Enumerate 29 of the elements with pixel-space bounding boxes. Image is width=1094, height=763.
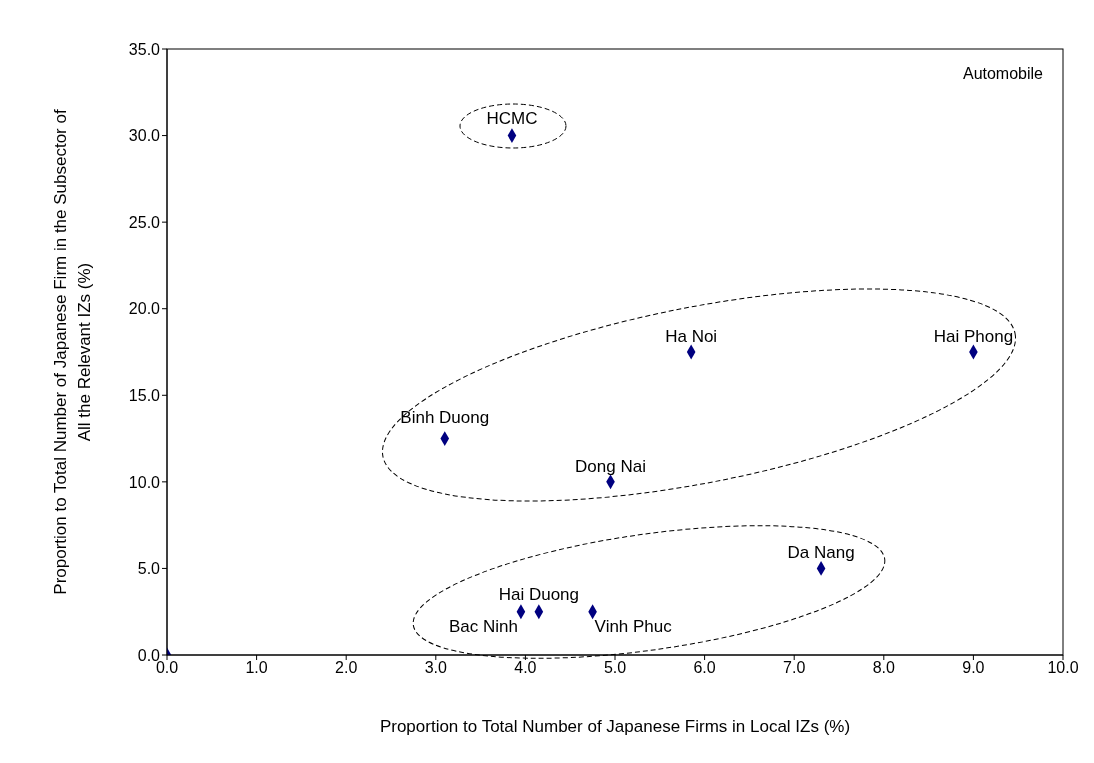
y-tick-label: 15.0: [128, 386, 161, 404]
x-tick-label: 1.0: [245, 659, 268, 677]
annotation: Automobile: [962, 65, 1044, 82]
y-tick-label: 5.0: [137, 560, 161, 578]
x-tick-label: 3.0: [424, 659, 448, 677]
x-tick-label: 4.0: [514, 659, 537, 677]
x-axis-title: Proportion to Total Number of Japanese Firms in Local IZs (%): [379, 717, 851, 736]
annotation: Da Nang: [787, 543, 855, 563]
y-tick-label: 10.0: [128, 473, 161, 491]
x-tick-label: 2.0: [335, 659, 358, 677]
annotation: Hai Phong: [933, 327, 1014, 346]
x-tick-label: 9.0: [962, 659, 985, 677]
y-axis-title: Proportion to Total Number of Japanese Firm in the Subsector of All the Relevant IZs (%): [50, 108, 95, 597]
y-tick-label: 30.0: [128, 127, 161, 145]
annotation: Vinh Phuc: [594, 616, 673, 636]
annotation: HCMC: [486, 108, 538, 128]
annotation: Dong Nai: [575, 456, 646, 476]
annotation: Binh Duong: [400, 407, 490, 427]
x-tick-label: 8.0: [872, 659, 896, 677]
x-tick-label: 5.0: [603, 659, 627, 677]
annotation: Bac Ninh: [448, 616, 518, 636]
annotation: Hai Duong: [498, 584, 579, 604]
y-tick-label: 35.0: [128, 40, 161, 58]
y-tick-label: 25.0: [128, 213, 161, 231]
x-tick-label: 7.0: [783, 659, 806, 677]
y-tick-label: 20.0: [128, 300, 161, 318]
x-tick-label: 10.0: [1047, 659, 1079, 677]
x-tick-label: 6.0: [693, 659, 716, 677]
annotation: Ha Noi: [665, 327, 718, 346]
